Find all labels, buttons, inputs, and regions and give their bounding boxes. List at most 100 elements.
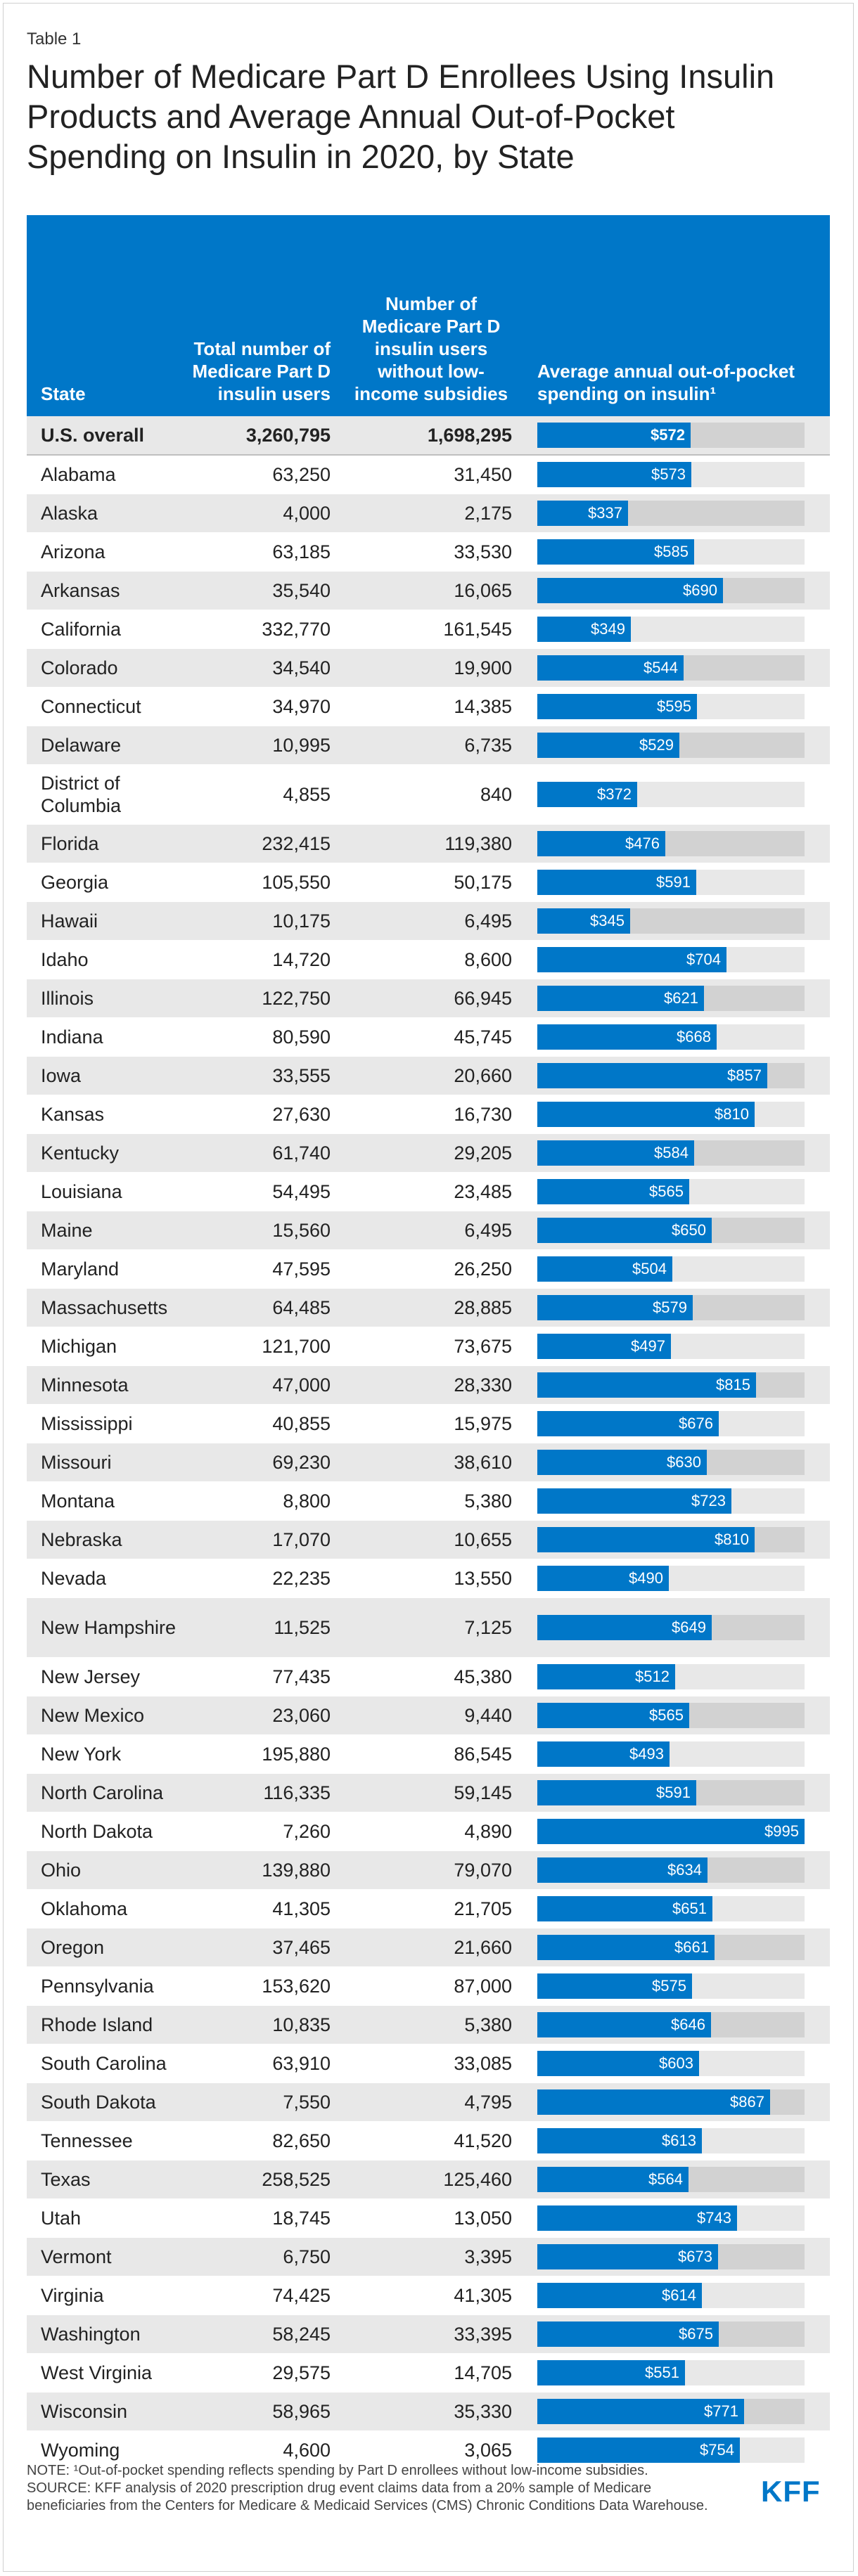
table-row: Oregon 37,465 21,660 $661 [27,1928,830,1967]
no-lis-users-cell: 26,250 [454,1258,512,1280]
total-users-cell: 8,800 [283,1490,331,1512]
spending-bar: $585 [537,539,694,565]
no-lis-users-cell: 21,705 [454,1898,512,1919]
state-name: Hawaii [41,910,98,932]
state-name: Iowa [41,1065,82,1086]
table-row: South Carolina 63,910 33,085 $603 [27,2044,830,2083]
total-users-cell: 4,000 [283,502,331,524]
bar-track: $595 [537,694,805,719]
table-header: State Total number of Medicare Part D in… [27,215,830,416]
bar-track: $614 [537,2283,805,2308]
state-name: South Dakota [41,2092,156,2113]
state-name: Michigan [41,1336,117,1357]
bar-track: $867 [537,2089,805,2115]
no-lis-users-cell: 119,380 [444,832,512,854]
no-lis-users-cell: 4,795 [464,2091,512,2113]
state-name: Oregon [41,1937,105,1958]
total-users-cell: 4,855 [283,783,331,805]
state-name: Pennsylvania [41,1976,154,1997]
no-lis-users-cell: 38,610 [454,1451,512,1473]
no-lis-users-cell: 16,730 [454,1103,512,1125]
table-row: Virginia 74,425 41,305 $614 [27,2276,830,2315]
bar-track: $564 [537,2167,805,2192]
total-users-cell: 63,250 [272,463,331,485]
total-users-cell: 139,880 [262,1859,331,1881]
spending-bar: $613 [537,2128,702,2153]
spending-bar: $512 [537,1664,675,1689]
total-users-cell: 64,485 [272,1296,331,1318]
state-name: New Mexico [41,1705,145,1726]
no-lis-users-cell: 45,380 [454,1666,512,1687]
state-name: U.S. overall [41,425,145,446]
total-users-cell: 122,750 [262,987,331,1009]
spending-bar: $661 [537,1935,715,1960]
spending-bar: $595 [537,694,697,719]
bar-track: $646 [537,2012,805,2037]
no-lis-users-cell: 31,450 [454,463,512,485]
spending-bar: $723 [537,1488,731,1514]
data-table: State Total number of Medicare Part D in… [27,215,830,2470]
no-lis-users-cell: 6,735 [464,734,512,756]
total-users-cell: 22,235 [272,1567,331,1589]
total-users-cell: 47,595 [272,1258,331,1280]
no-lis-users-cell: 3,065 [464,2439,512,2461]
total-users-cell: 332,770 [262,618,331,640]
no-lis-users-cell: 15,975 [454,1412,512,1434]
no-lis-users-cell: 8,600 [464,948,512,970]
no-lis-users-cell: 33,085 [454,2052,512,2074]
no-lis-users-cell: 66,945 [454,987,512,1009]
total-users-cell: 10,835 [272,2014,331,2035]
no-lis-users-cell: 50,175 [454,871,512,893]
bar-track: $613 [537,2128,805,2153]
spending-bar: $572 [537,423,691,448]
state-name: Delaware [41,735,122,756]
state-name: South Carolina [41,2053,167,2074]
no-lis-users-cell: 33,395 [454,2323,512,2345]
bar-track: $621 [537,986,805,1011]
bar-track: $857 [537,1063,805,1088]
column-header-state: State [41,383,86,404]
state-name: Idaho [41,949,89,970]
table-row: Alaska 4,000 2,175 $337 [27,494,830,533]
no-lis-users-cell: 29,205 [454,1142,512,1164]
spending-bar: $591 [537,870,696,895]
spending-bar: $372 [537,782,637,807]
table-row: Maryland 47,595 26,250 $504 [27,1250,830,1289]
spending-bar: $815 [537,1372,756,1398]
table-row: Idaho 14,720 8,600 $704 [27,941,830,979]
spending-bar: $573 [537,462,691,487]
bar-track: $649 [537,1615,805,1640]
no-lis-users-cell: 21,660 [454,1936,512,1958]
total-users-cell: 34,970 [272,695,331,717]
total-users-cell: 7,550 [283,2091,331,2113]
bar-track: $591 [537,1780,805,1805]
spending-bar: $668 [537,1024,717,1050]
state-name: Utah [41,2208,82,2229]
table-row: Montana 8,800 5,380 $723 [27,1482,830,1521]
table-row: Michigan 121,700 73,675 $497 [27,1327,830,1366]
spending-bar: $857 [537,1063,767,1088]
total-users-cell: 77,435 [272,1666,331,1687]
no-lis-users-cell: 13,050 [454,2207,512,2229]
total-users-cell: 40,855 [272,1412,331,1434]
bar-track: $650 [537,1218,805,1243]
spending-bar: $575 [537,1973,692,1999]
spending-bar: $337 [537,501,628,526]
state-name: Minnesota [41,1374,129,1396]
total-users-cell: 29,575 [272,2362,331,2383]
total-users-cell: 34,540 [272,657,331,678]
state-name: Virginia [41,2285,104,2306]
state-name: Kentucky [41,1142,120,1164]
no-lis-users-cell: 45,745 [454,1026,512,1048]
no-lis-users-cell: 125,460 [443,2168,512,2190]
no-lis-users-cell: 16,065 [454,579,512,601]
bar-track: $690 [537,578,805,603]
state-name: Illinois [41,988,94,1009]
table-body: U.S. overall 3,260,795 1,698,295 $572 Alabam… [27,416,830,2470]
total-users-cell: 121,700 [262,1335,331,1357]
bar-track: $579 [537,1295,805,1320]
no-lis-users-cell: 14,705 [454,2362,512,2383]
table-row: New Hampshire 11,525 7,125 $649 [27,1598,830,1658]
no-lis-users-cell: 86,545 [454,1743,512,1765]
spending-bar: $810 [537,1527,755,1552]
